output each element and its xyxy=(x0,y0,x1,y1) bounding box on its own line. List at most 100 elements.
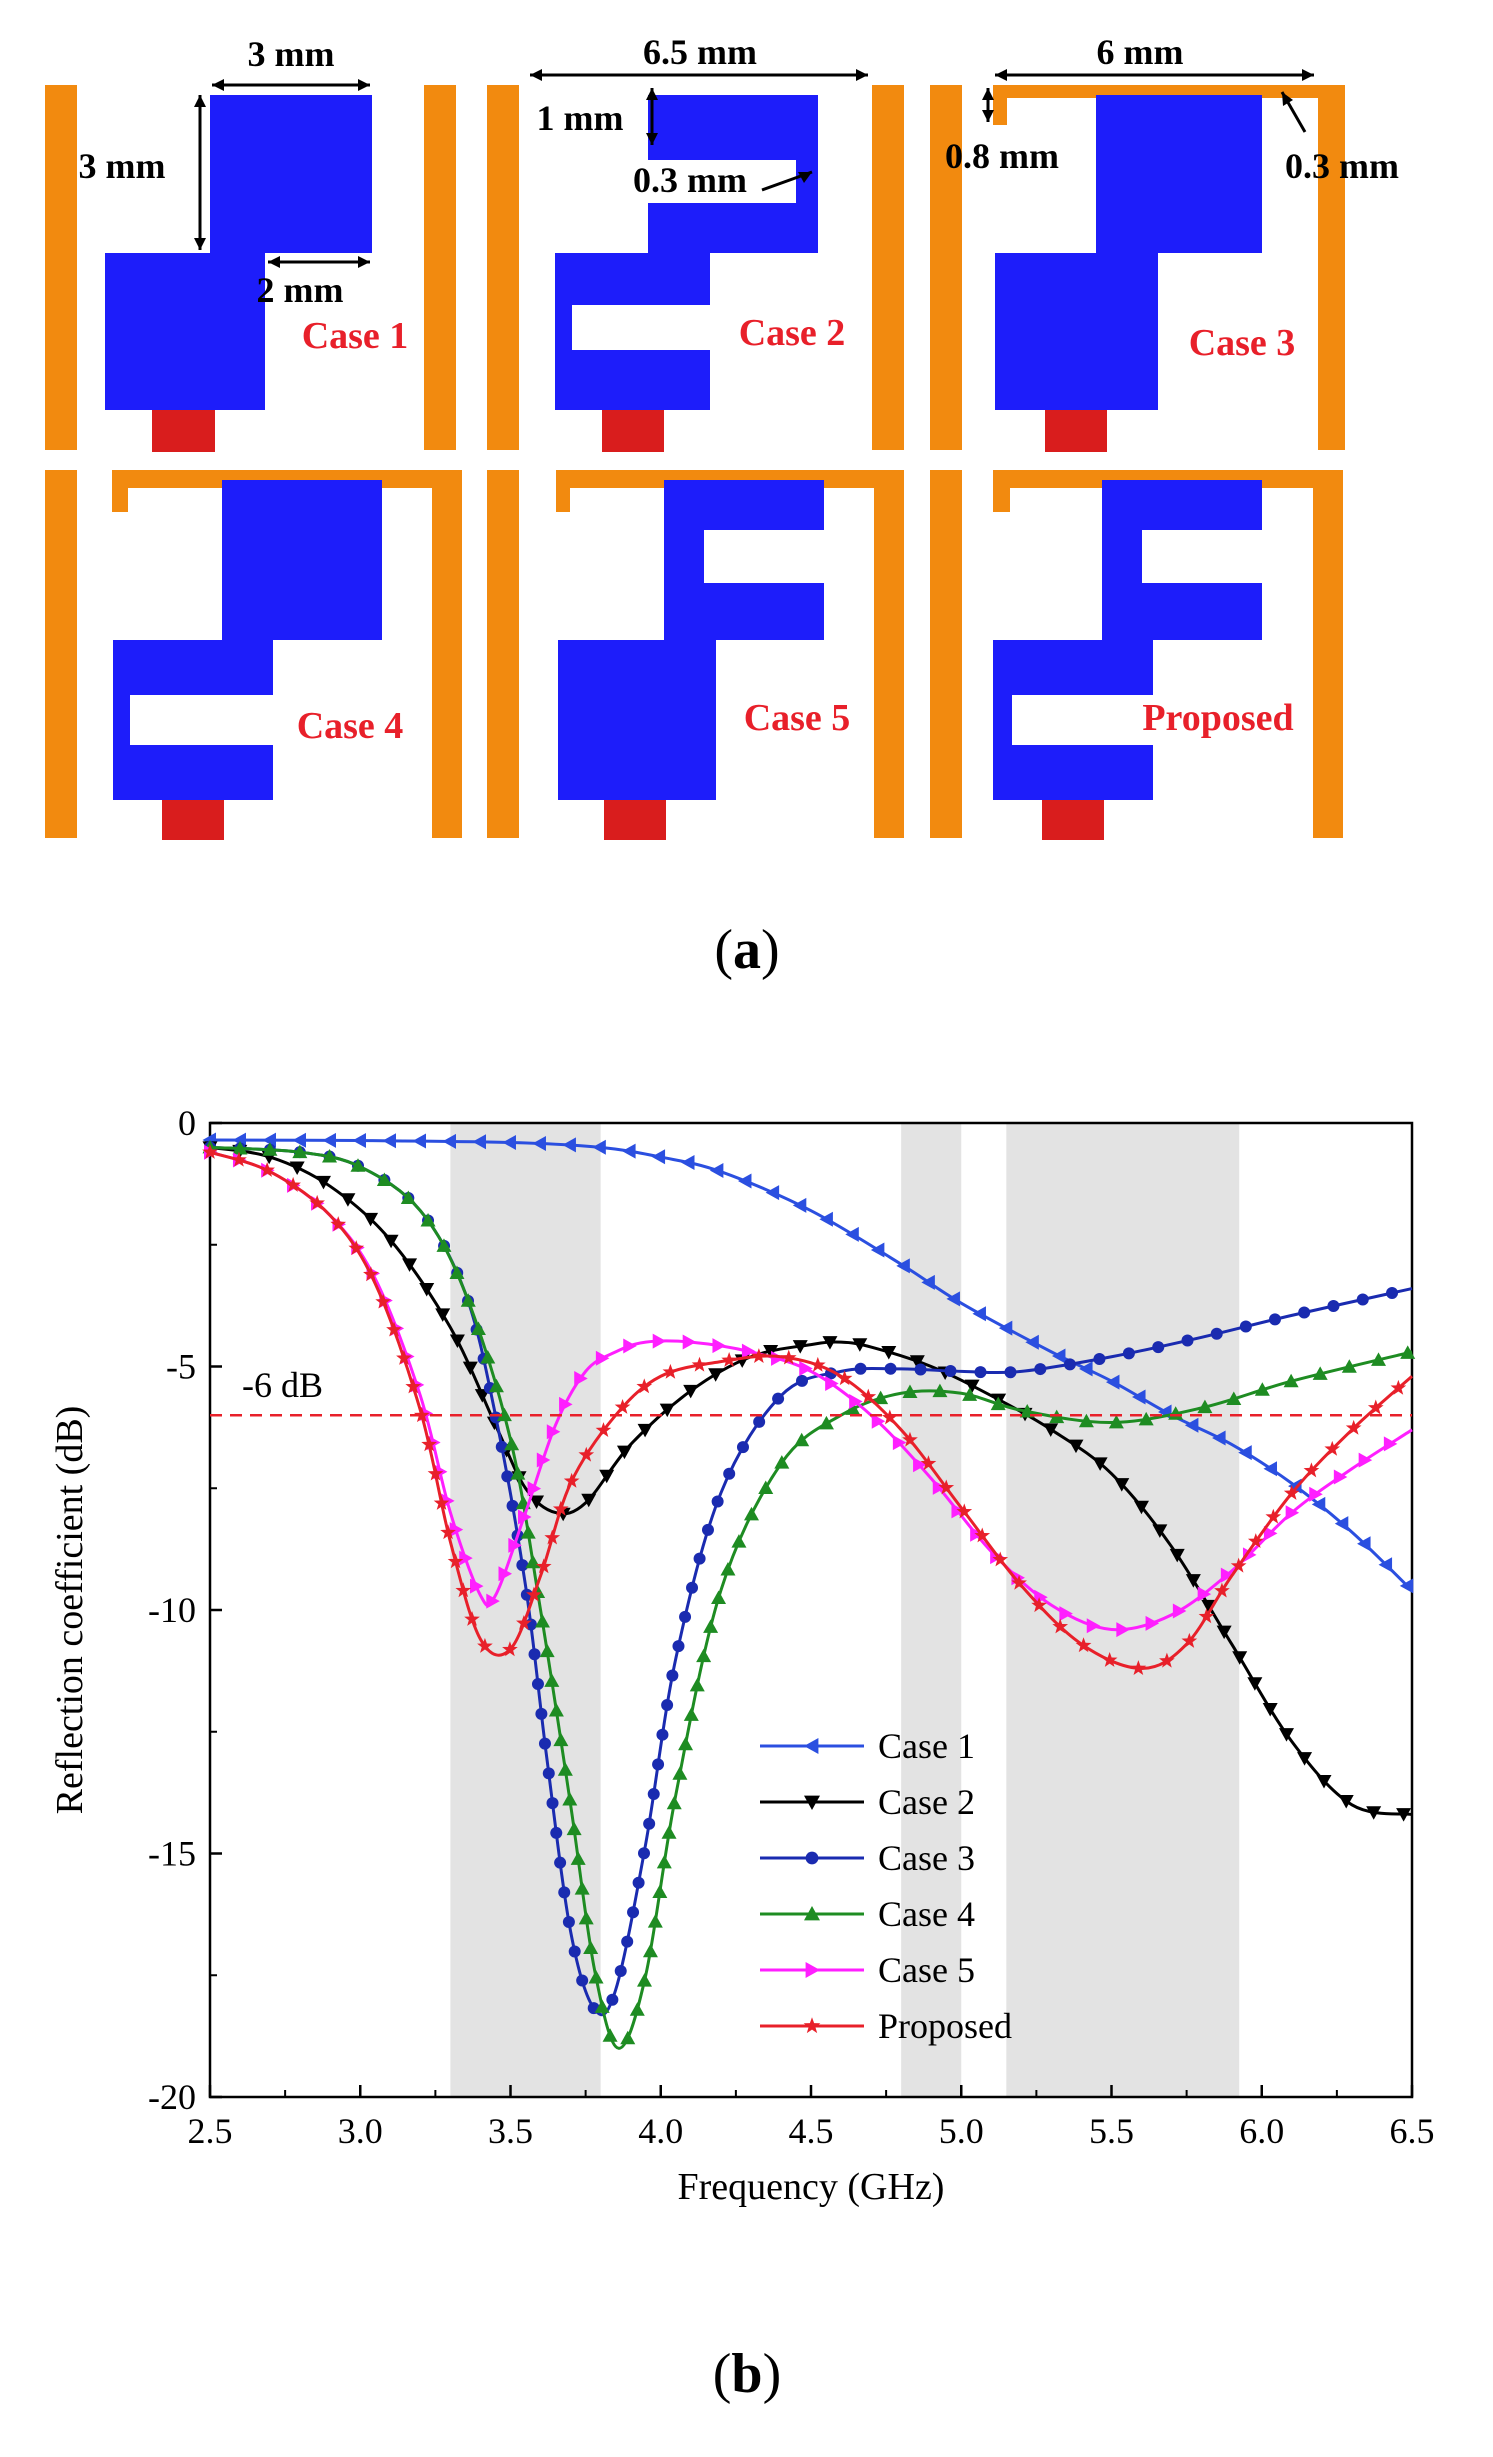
data-point xyxy=(562,1791,578,1806)
data-point xyxy=(440,1524,456,1540)
data-point xyxy=(849,1394,863,1410)
data-point xyxy=(845,1401,861,1415)
legend-label: Case 4 xyxy=(878,1894,975,1934)
data-point xyxy=(1338,1795,1354,1809)
data-point xyxy=(285,1176,301,1192)
data-point xyxy=(974,1527,991,1543)
data-point xyxy=(1184,1417,1199,1433)
data-point xyxy=(896,1258,910,1274)
data-point xyxy=(819,1211,833,1227)
data-point xyxy=(672,1766,688,1780)
data-point xyxy=(1324,1440,1341,1456)
data-point xyxy=(546,1797,559,1810)
data-point xyxy=(1122,1347,1135,1360)
data-point xyxy=(506,1499,519,1512)
data-point xyxy=(909,1355,925,1369)
data-point xyxy=(643,1817,656,1830)
data-point xyxy=(510,1466,526,1480)
data-point xyxy=(1356,1293,1369,1306)
data-point xyxy=(502,1641,518,1657)
data-point xyxy=(683,1384,699,1399)
data-point xyxy=(1283,1373,1299,1388)
data-point xyxy=(504,1436,520,1451)
series-case-1 xyxy=(202,1132,1414,1594)
data-point xyxy=(588,1970,604,1984)
data-point xyxy=(520,1525,536,1539)
data-point xyxy=(805,1851,819,1865)
panel-case-1: 3 mm 3 mm 2 mm Case 1 xyxy=(45,34,456,452)
dim-label-case3-strip: 0.3 mm xyxy=(1285,146,1399,186)
data-point xyxy=(472,1134,486,1150)
data-point xyxy=(881,1346,897,1360)
data-point xyxy=(809,1356,826,1372)
data-point xyxy=(656,1728,669,1741)
data-point xyxy=(594,1999,610,2013)
y-axis-title: Reflection coefficient (dB) xyxy=(49,1406,91,1815)
data-point xyxy=(711,1495,724,1508)
data-point xyxy=(1034,1363,1047,1376)
data-point xyxy=(772,1392,785,1405)
data-point xyxy=(455,1582,472,1598)
dim-label-case1-step: 2 mm xyxy=(257,270,344,310)
legend-label: Case 1 xyxy=(878,1726,975,1766)
data-point xyxy=(892,1435,907,1451)
case-label: Case 2 xyxy=(739,312,846,354)
data-point xyxy=(822,1336,838,1350)
data-point xyxy=(400,1190,416,1205)
data-point xyxy=(1034,1589,1048,1605)
data-point xyxy=(871,1413,886,1429)
data-point xyxy=(1159,1652,1175,1668)
data-point xyxy=(259,1161,275,1177)
data-point xyxy=(1386,1286,1399,1299)
data-point xyxy=(1004,1366,1017,1379)
data-point xyxy=(666,1669,679,1682)
data-point xyxy=(477,1637,493,1653)
side-strip-left xyxy=(45,85,77,450)
data-point xyxy=(1181,1632,1198,1648)
data-point xyxy=(309,1194,326,1210)
data-point xyxy=(1051,1348,1066,1364)
data-point xyxy=(420,1213,436,1227)
data-point xyxy=(386,1321,402,1337)
data-point xyxy=(721,1352,737,1367)
data-point xyxy=(1181,1334,1194,1347)
data-point xyxy=(951,1503,965,1519)
data-point xyxy=(1152,1524,1168,1538)
feed-port xyxy=(162,800,224,840)
data-point xyxy=(447,1553,464,1569)
data-point xyxy=(498,1566,513,1582)
data-point xyxy=(557,1762,573,1776)
data-point xyxy=(544,1673,560,1687)
data-point xyxy=(763,1345,779,1359)
data-point xyxy=(535,1707,548,1720)
data-point xyxy=(1025,1334,1039,1350)
x-tick-label: 4.5 xyxy=(789,2111,834,2151)
data-point xyxy=(1052,1618,1069,1634)
data-point xyxy=(375,1293,392,1309)
data-point xyxy=(1334,1516,1349,1532)
data-point xyxy=(315,1175,331,1190)
case-label: Case 1 xyxy=(302,315,409,357)
x-tick-label: 3.5 xyxy=(488,2111,533,2151)
data-point xyxy=(495,1440,508,1453)
data-point xyxy=(803,2017,821,2034)
x-tick-label: 2.5 xyxy=(188,2111,233,2151)
data-point xyxy=(1263,1525,1278,1541)
data-point xyxy=(559,1396,573,1412)
side-strip-left xyxy=(487,470,519,838)
data-point xyxy=(435,1308,451,1322)
data-point xyxy=(563,1472,580,1488)
data-point xyxy=(363,1212,379,1227)
data-point xyxy=(932,1383,948,1398)
x-tick-label: 6.5 xyxy=(1390,2111,1435,2151)
side-strip-left xyxy=(930,470,962,838)
data-point xyxy=(531,1678,544,1691)
data-point xyxy=(528,1648,541,1661)
data-point xyxy=(637,1847,650,1860)
x-tick-label: 5.5 xyxy=(1089,2111,1134,2151)
data-point xyxy=(562,1137,576,1153)
data-point xyxy=(322,1132,336,1148)
case-label: Case 3 xyxy=(1189,322,1296,364)
data-point xyxy=(1092,1457,1108,1471)
